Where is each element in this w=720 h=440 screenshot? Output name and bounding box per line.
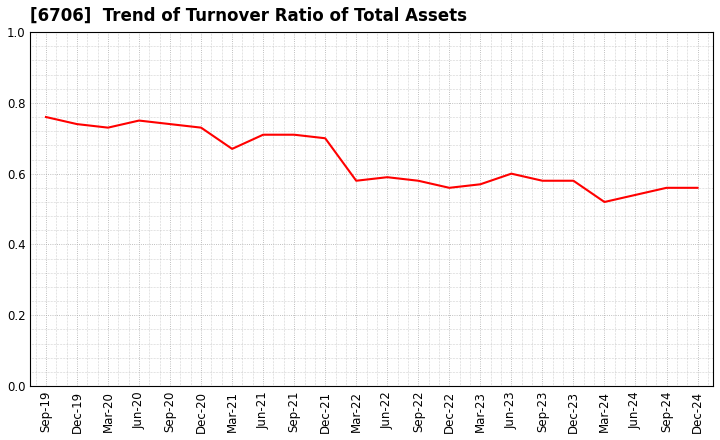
Text: [6706]  Trend of Turnover Ratio of Total Assets: [6706] Trend of Turnover Ratio of Total … — [30, 7, 467, 25]
